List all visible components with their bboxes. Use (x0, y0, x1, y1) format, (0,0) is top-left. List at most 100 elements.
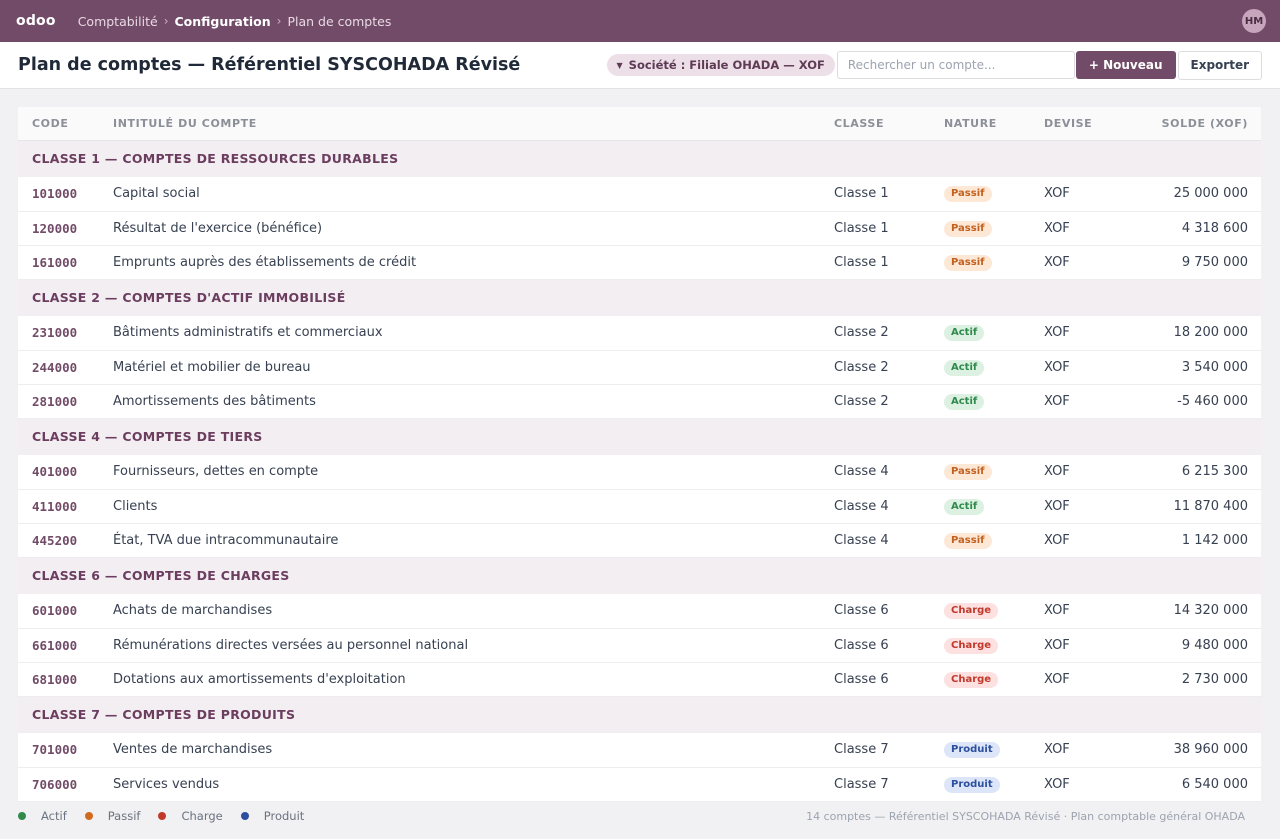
nature-badge: Charge (944, 603, 999, 620)
legend-item: Charge (158, 809, 223, 823)
legend-item: Passif (84, 809, 140, 823)
breadcrumb-item-comptabilite[interactable]: Comptabilité (77, 13, 158, 29)
account-row[interactable]: 411000 Clients Classe 4 Actif XOF 11 870 400 (18, 489, 1261, 524)
breadcrumb-item-configuration[interactable]: Configuration (174, 13, 271, 29)
account-class: Classe 1 (834, 245, 944, 280)
breadcrumb-item-current: Plan de comptes (287, 13, 392, 29)
account-balance: 11 870 400 (1124, 489, 1261, 524)
account-label: État, TVA due intracommunautaire (113, 523, 834, 558)
legend-label: Actif (41, 809, 67, 823)
account-row[interactable]: 101000 Capital social Classe 1 Passif XOF 25 … (18, 177, 1261, 212)
account-nature-cell: Charge (944, 628, 1044, 663)
account-label: Rémunérations directes versées au person… (113, 628, 834, 663)
nature-badge: Actif (944, 325, 985, 342)
group-header-row[interactable]: CLASSE 1 — COMPTES DE RESSOURCES DURABLE… (18, 140, 1261, 177)
account-label: Ventes de marchandises (113, 733, 834, 768)
nature-badge: Actif (944, 393, 985, 410)
account-nature-cell: Passif (944, 523, 1044, 558)
control-panel: Plan de comptes — Référentiel SYSCOHADA … (0, 42, 1280, 89)
account-label: Clients (113, 489, 834, 524)
accounts-table: CODE INTITULÉ DU COMPTE CLASSE NATURE DE… (18, 107, 1261, 802)
account-balance: 25 000 000 (1124, 177, 1261, 212)
account-code: 445200 (18, 523, 113, 558)
account-class: Classe 4 (834, 489, 944, 524)
nature-badge: Charge (944, 637, 999, 654)
column-header-class[interactable]: CLASSE (834, 107, 944, 141)
column-header-code[interactable]: CODE (18, 107, 113, 141)
account-class: Classe 7 (834, 767, 944, 802)
column-header-balance[interactable]: SOLDE (XOF) (1124, 107, 1261, 141)
legend-dot-icon (84, 812, 93, 820)
nature-badge: Actif (944, 498, 985, 515)
search-input[interactable] (836, 51, 1075, 79)
account-label: Emprunts auprès des établissements de cr… (113, 245, 834, 280)
account-currency: XOF (1044, 767, 1124, 802)
account-row[interactable]: 601000 Achats de marchandises Classe 6 Char… (18, 594, 1261, 629)
group-header-row[interactable]: CLASSE 7 — COMPTES DE PRODUITS (18, 696, 1261, 733)
account-row[interactable]: 701000 Ventes de marchandises Classe 7 Prod… (18, 733, 1261, 768)
column-header-label[interactable]: INTITULÉ DU COMPTE (113, 107, 834, 141)
account-code: 244000 (18, 350, 113, 385)
account-balance: 38 960 000 (1124, 733, 1261, 768)
table-body: CLASSE 1 — COMPTES DE RESSOURCES DURABLE… (18, 140, 1261, 802)
account-currency: XOF (1044, 594, 1124, 629)
breadcrumb-separator-icon: › (163, 14, 169, 28)
account-balance: 9 750 000 (1124, 245, 1261, 280)
account-balance: 1 142 000 (1124, 523, 1261, 558)
account-row[interactable]: 661000 Rémunérations directes versées au … (18, 628, 1261, 663)
account-nature-cell: Actif (944, 350, 1044, 385)
company-filter-chip[interactable]: ▼ Société : Filiale OHADA — XOF (606, 54, 835, 76)
account-code: 681000 (18, 662, 113, 697)
account-nature-cell: Charge (944, 594, 1044, 629)
legend-dot-icon (158, 812, 167, 820)
account-currency: XOF (1044, 384, 1124, 419)
account-class: Classe 6 (834, 594, 944, 629)
account-label: Achats de marchandises (113, 594, 834, 629)
nature-badge: Passif (944, 220, 992, 237)
account-nature-cell: Passif (944, 177, 1044, 212)
group-header-row[interactable]: CLASSE 6 — COMPTES DE CHARGES (18, 557, 1261, 594)
user-avatar[interactable]: HM (1242, 9, 1266, 33)
legend-dot-icon (240, 812, 249, 820)
account-row[interactable]: 281000 Amortissements des bâtiments Classe… (18, 384, 1261, 419)
account-label: Dotations aux amortissements d'exploitat… (113, 662, 834, 697)
account-currency: XOF (1044, 455, 1124, 490)
account-class: Classe 6 (834, 662, 944, 697)
top-navbar: odoo Comptabilité › Configuration › Plan… (0, 0, 1280, 42)
new-account-button[interactable]: + Nouveau (1075, 51, 1176, 79)
account-row[interactable]: 231000 Bâtiments administratifs et commer… (18, 316, 1261, 351)
account-class: Classe 1 (834, 177, 944, 212)
breadcrumb: Comptabilité › Configuration › Plan de c… (78, 14, 392, 29)
column-header-currency[interactable]: DEVISE (1044, 107, 1124, 141)
account-row[interactable]: 401000 Fournisseurs, dettes en compte Clas… (18, 455, 1261, 490)
app-logo[interactable]: odoo (16, 13, 56, 29)
account-row[interactable]: 161000 Emprunts auprès des établissements… (18, 245, 1261, 280)
account-label: Matériel et mobilier de bureau (113, 350, 834, 385)
nature-badge: Actif (944, 359, 985, 376)
group-header-row[interactable]: CLASSE 2 — COMPTES D'ACTIF IMMOBILISÉ (18, 279, 1261, 316)
legend-label: Charge (181, 809, 223, 823)
account-balance: 6 540 000 (1124, 767, 1261, 802)
account-code: 701000 (18, 733, 113, 768)
account-label: Services vendus (113, 767, 834, 802)
group-title: CLASSE 7 — COMPTES DE PRODUITS (18, 696, 1261, 733)
account-label: Amortissements des bâtiments (113, 384, 834, 419)
accounts-list: CODE INTITULÉ DU COMPTE CLASSE NATURE DE… (18, 107, 1261, 802)
account-nature-cell: Passif (944, 455, 1044, 490)
group-title: CLASSE 2 — COMPTES D'ACTIF IMMOBILISÉ (18, 279, 1261, 316)
group-header-row[interactable]: CLASSE 4 — COMPTES DE TIERS (18, 418, 1261, 455)
group-title: CLASSE 1 — COMPTES DE RESSOURCES DURABLE… (18, 140, 1261, 177)
account-code: 101000 (18, 177, 113, 212)
account-class: Classe 4 (834, 455, 944, 490)
account-row[interactable]: 681000 Dotations aux amortissements d'exp… (18, 662, 1261, 697)
account-code: 706000 (18, 767, 113, 802)
account-code: 661000 (18, 628, 113, 663)
account-currency: XOF (1044, 733, 1124, 768)
account-code: 161000 (18, 245, 113, 280)
export-button[interactable]: Exporter (1177, 50, 1262, 80)
account-row[interactable]: 445200 État, TVA due intracommunautaire Cl… (18, 523, 1261, 558)
account-row[interactable]: 706000 Services vendus Classe 7 Produit XOF 6… (18, 767, 1261, 802)
column-header-nature[interactable]: NATURE (944, 107, 1044, 141)
account-row[interactable]: 120000 Résultat de l'exercice (bénéfice) C… (18, 211, 1261, 246)
account-row[interactable]: 244000 Matériel et mobilier de bureau Clas… (18, 350, 1261, 385)
